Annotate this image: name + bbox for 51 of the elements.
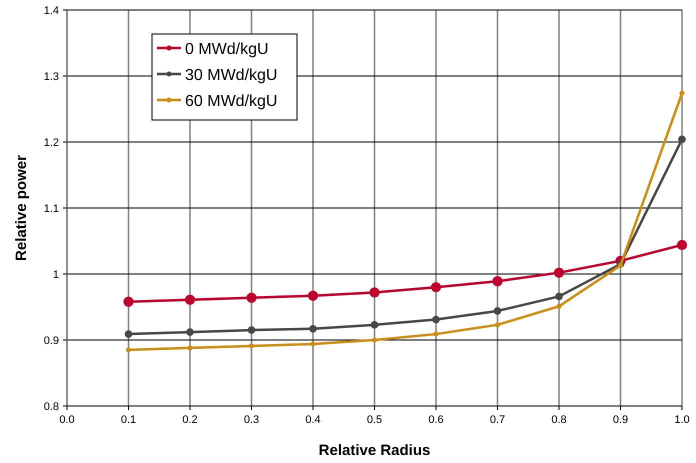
point <box>248 326 256 334</box>
x-tick-label: 0.1 <box>120 414 136 426</box>
point <box>308 290 318 301</box>
point <box>369 287 380 298</box>
point <box>186 328 194 336</box>
point <box>430 282 442 292</box>
point <box>184 294 196 305</box>
point <box>370 321 378 329</box>
legend-label: 60 MWd/kgU <box>185 93 278 110</box>
point <box>309 324 317 333</box>
x-tick-label: 0.3 <box>244 414 260 426</box>
x-tick-label: 0.7 <box>490 414 506 426</box>
point <box>618 262 623 268</box>
point <box>680 90 684 96</box>
point <box>124 330 132 338</box>
point <box>432 316 440 324</box>
point <box>678 136 686 144</box>
x-tick-label: 0.5 <box>366 414 382 426</box>
point <box>126 347 131 352</box>
x-tick-label: 0.4 <box>305 414 321 426</box>
y-tick-label: 1.4 <box>44 5 59 17</box>
y-axis-title: Relative power <box>13 154 30 261</box>
y-tick-label: 0.8 <box>44 401 59 413</box>
x-tick-label: 0.9 <box>612 414 628 426</box>
y-tick-label: 1.2 <box>44 137 59 149</box>
x-axis-title: Relative Radius <box>318 442 430 459</box>
point <box>494 307 502 315</box>
x-tick-label: 0.6 <box>428 414 444 426</box>
y-tick-label: 1.1 <box>44 203 59 215</box>
point <box>310 341 316 346</box>
x-tick-label: 0.8 <box>551 414 567 426</box>
point <box>554 268 564 278</box>
point <box>246 292 257 303</box>
y-tick-label: 1 <box>52 269 59 281</box>
legend-label: 30 MWd/kgU <box>185 67 278 84</box>
point <box>188 345 192 350</box>
point <box>249 343 254 348</box>
x-tick-label: 1.0 <box>674 414 690 426</box>
point <box>123 296 134 307</box>
point <box>434 332 438 337</box>
point <box>492 276 503 286</box>
y-tick-label: 1.3 <box>44 71 59 83</box>
x-tick-label: 0.2 <box>182 414 198 426</box>
point <box>495 322 500 328</box>
point <box>676 240 688 250</box>
legend-label: 0 MWd/kgU <box>185 41 269 58</box>
point <box>372 338 377 342</box>
point <box>556 304 562 309</box>
point <box>555 292 563 300</box>
x-tick-label: 0.0 <box>59 414 75 426</box>
y-tick-label: 0.9 <box>44 335 59 347</box>
